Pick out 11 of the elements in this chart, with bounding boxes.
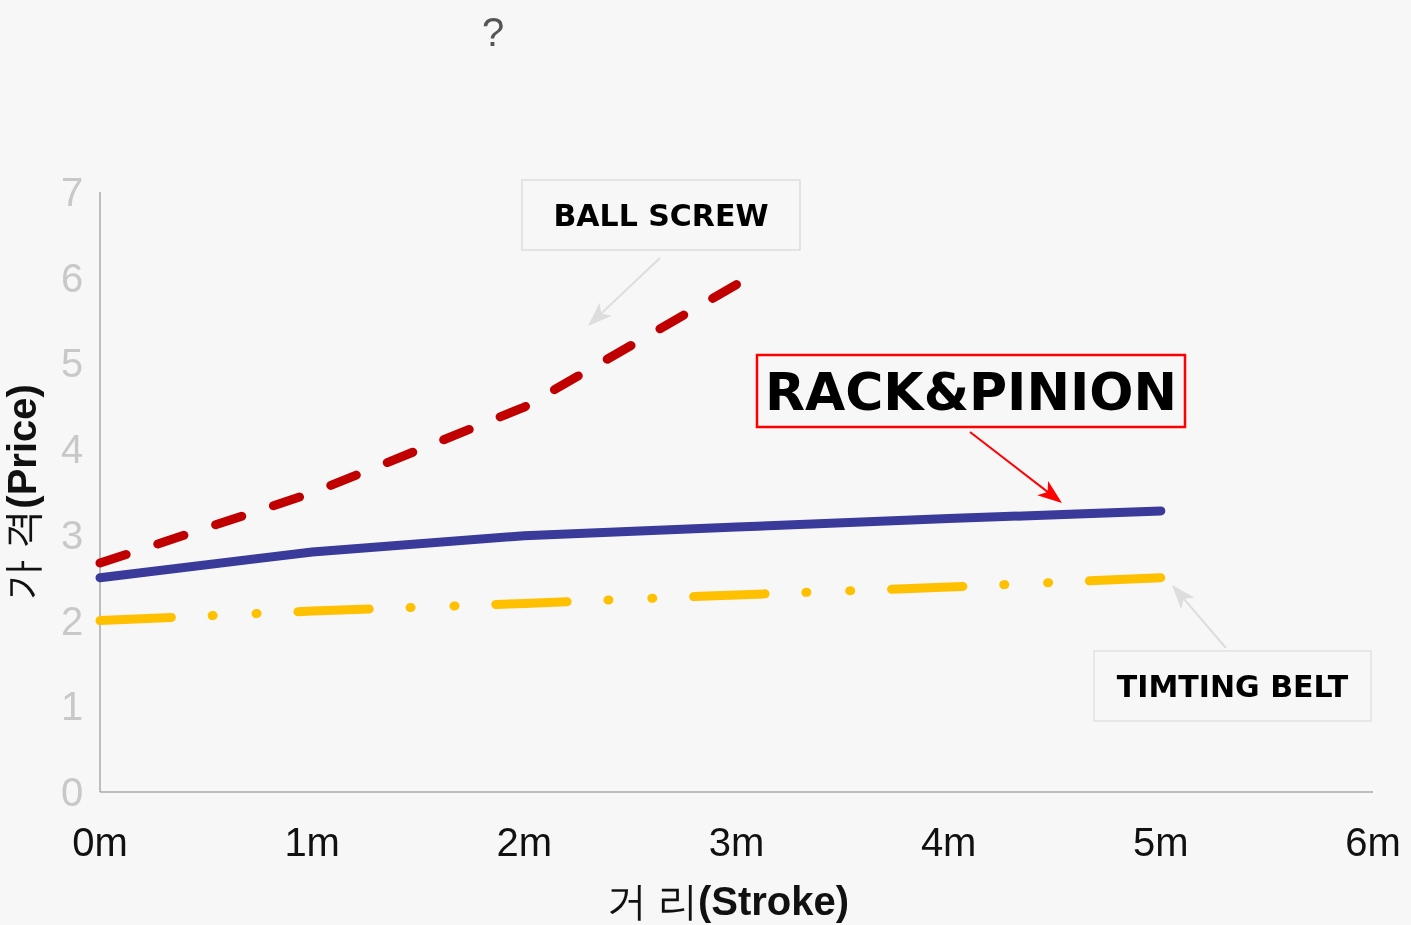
x-tick-label: 3m [708, 820, 765, 864]
y-axis-title: 가 격(Price) [0, 384, 44, 600]
x-tick-label: 6m [1345, 820, 1401, 864]
x-tick-label: 0m [72, 820, 128, 864]
x-tick-label: 2m [496, 820, 553, 864]
series-label: RACK&PINION [764, 361, 1178, 422]
chart-title: ? [481, 10, 505, 54]
x-tick-label: 4m [920, 820, 977, 864]
x-tick-label: 5m [1133, 820, 1189, 864]
x-axis-title: 거 리(Stroke) [606, 879, 850, 923]
x-tick-label: 1m [284, 820, 340, 864]
